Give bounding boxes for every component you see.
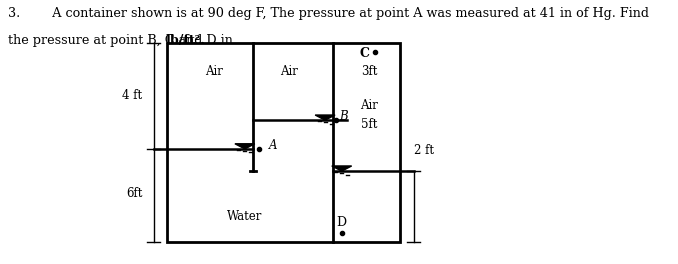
Text: Air: Air (361, 99, 378, 112)
Bar (167, 43, 400, 242)
Text: Air: Air (280, 65, 298, 78)
Text: C: C (359, 47, 370, 60)
Text: A: A (268, 139, 277, 152)
Text: the pressure at point B, C and D in: the pressure at point B, C and D in (8, 34, 237, 47)
Text: 2 ft: 2 ft (414, 144, 434, 157)
Polygon shape (332, 166, 352, 171)
Polygon shape (315, 115, 335, 120)
Text: 6ft: 6ft (126, 187, 142, 200)
Text: Air: Air (205, 65, 223, 78)
Text: B: B (339, 110, 348, 123)
Text: lb/ft².: lb/ft². (165, 34, 205, 47)
Text: 5ft: 5ft (361, 118, 378, 131)
Text: Water: Water (227, 210, 262, 223)
Text: 3.        A container shown is at 90 deg F, The pressure at point A was measured: 3. A container shown is at 90 deg F, The… (8, 7, 649, 20)
Text: 3ft: 3ft (361, 65, 378, 78)
Polygon shape (235, 144, 255, 149)
Text: D: D (337, 216, 346, 229)
Text: 4 ft: 4 ft (122, 89, 142, 102)
